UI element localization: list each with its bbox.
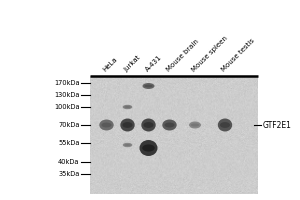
Text: 130kDa: 130kDa	[54, 92, 80, 98]
Ellipse shape	[220, 122, 230, 128]
Ellipse shape	[123, 143, 132, 147]
Ellipse shape	[99, 119, 114, 130]
Ellipse shape	[122, 122, 133, 128]
Ellipse shape	[164, 123, 175, 127]
Text: GTF2E1: GTF2E1	[262, 120, 291, 130]
Ellipse shape	[140, 140, 158, 156]
Text: Mouse brain: Mouse brain	[165, 38, 200, 73]
Text: HeLa: HeLa	[102, 56, 119, 73]
Ellipse shape	[143, 122, 154, 128]
Ellipse shape	[141, 118, 156, 132]
Text: 170kDa: 170kDa	[54, 80, 80, 86]
Text: 100kDa: 100kDa	[54, 104, 80, 110]
Ellipse shape	[189, 121, 201, 129]
Text: 55kDa: 55kDa	[58, 140, 80, 146]
Bar	[90, 76, 258, 194]
Ellipse shape	[123, 105, 132, 109]
Ellipse shape	[101, 123, 112, 127]
Ellipse shape	[191, 123, 199, 127]
Text: Mouse testis: Mouse testis	[221, 38, 256, 73]
Text: Mouse spleen: Mouse spleen	[191, 35, 229, 73]
Text: A-431: A-431	[144, 54, 163, 73]
Ellipse shape	[218, 118, 232, 132]
Ellipse shape	[142, 83, 154, 89]
Ellipse shape	[162, 119, 177, 130]
Text: 70kDa: 70kDa	[58, 122, 80, 128]
Ellipse shape	[144, 85, 153, 87]
Text: 35kDa: 35kDa	[58, 171, 80, 177]
Ellipse shape	[120, 118, 135, 132]
Ellipse shape	[124, 144, 131, 146]
Ellipse shape	[142, 144, 155, 152]
Text: 40kDa: 40kDa	[58, 159, 80, 165]
Text: Jurkat: Jurkat	[123, 54, 142, 73]
Ellipse shape	[124, 106, 131, 108]
